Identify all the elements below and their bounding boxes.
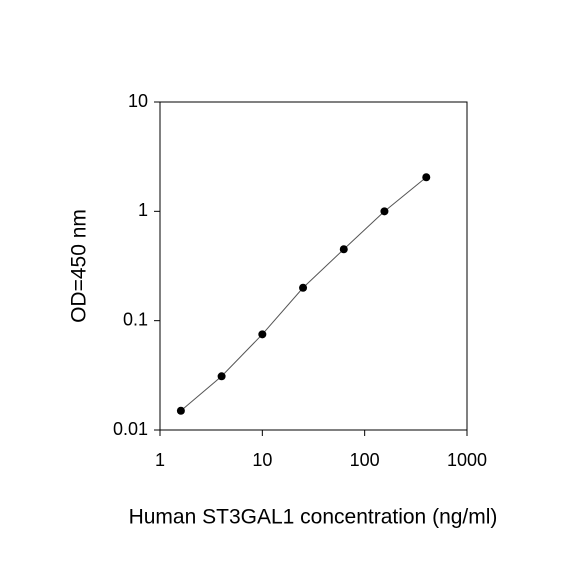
x-tick-label: 1000: [447, 450, 487, 470]
y-axis-title: OD=450 nm: [68, 209, 91, 323]
x-axis-title: Human ST3GAL1 concentration (ng/ml): [129, 506, 498, 529]
y-tick-label: 10: [128, 91, 148, 111]
data-point: [380, 207, 389, 216]
data-point: [422, 173, 431, 182]
y-tick-label: 1: [138, 200, 148, 220]
x-tick-label: 1: [155, 450, 165, 470]
x-tick-label: 100: [350, 450, 380, 470]
plot-frame: [159, 101, 468, 431]
data-point: [217, 372, 226, 381]
y-tick-label: 0.01: [113, 419, 148, 439]
data-point: [299, 283, 308, 292]
data-point: [339, 245, 348, 254]
data-point: [176, 406, 185, 415]
x-tick-label: 10: [252, 450, 272, 470]
y-tick-label: 0.1: [123, 309, 148, 329]
data-point: [258, 330, 267, 339]
